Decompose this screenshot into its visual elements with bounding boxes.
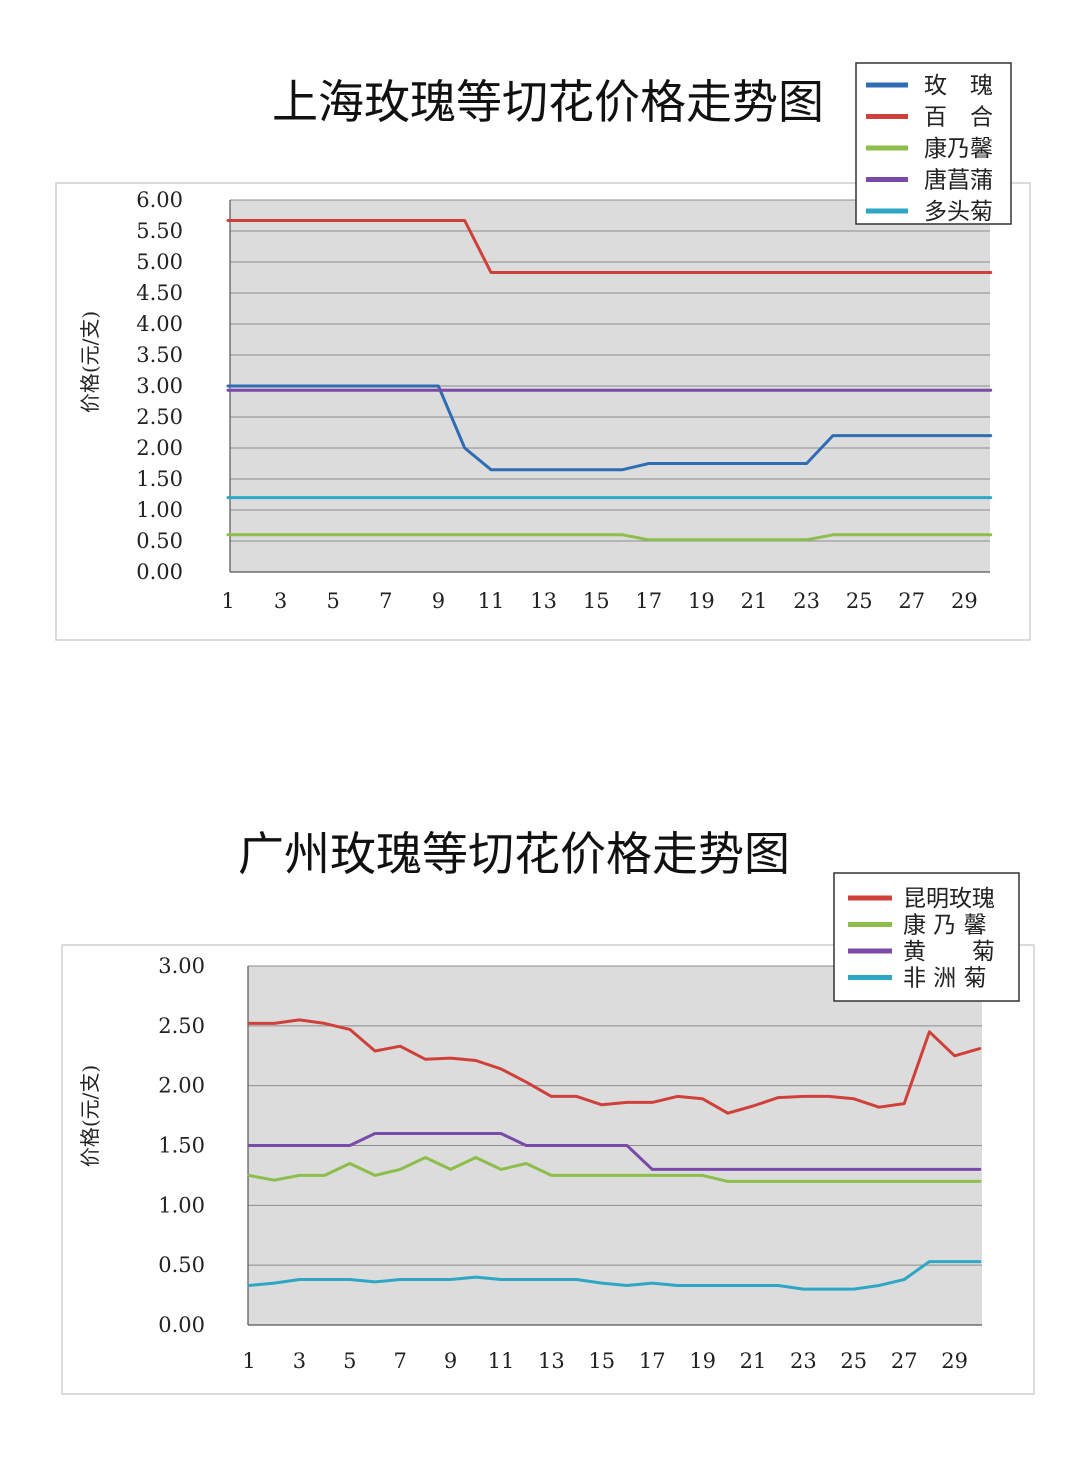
- x-tick-label: 3: [274, 589, 287, 613]
- y-tick-label: 1.00: [158, 1193, 205, 1217]
- y-tick-label: 1.50: [158, 1134, 205, 1158]
- x-tick-label: 21: [741, 589, 768, 613]
- x-tick-label: 13: [530, 589, 557, 613]
- legend-label: 黄 菊: [903, 939, 995, 965]
- series-line: [247, 1260, 982, 1291]
- x-tick-label: 19: [688, 589, 715, 613]
- x-tick-label: 29: [941, 1349, 968, 1373]
- legend-label: 百 合: [924, 105, 993, 131]
- chart-shanghai: 0.00 0.50 1.00 1.50 2.00 2.50 3.00 3.50 4.00 4.50…: [55, 62, 1031, 641]
- y-tick-label: 0.50: [136, 529, 183, 553]
- series-line: [226, 219, 993, 274]
- y-tick-label: 0.00: [136, 560, 183, 584]
- x-tick-label: 1: [221, 589, 234, 613]
- chart-title: 上海玫瑰等切花价格走势图: [272, 75, 824, 129]
- y-tick-label: 5.00: [136, 250, 183, 274]
- y-tick-label: 0.50: [158, 1253, 205, 1277]
- y-tick-label: 3.00: [158, 954, 205, 978]
- y-tick-label: 0.00: [158, 1313, 205, 1337]
- x-tick-label: 11: [488, 1349, 515, 1373]
- x-tick-label: 15: [588, 1349, 615, 1373]
- x-tick-label: 27: [898, 589, 925, 613]
- series-line: [247, 1156, 982, 1183]
- x-tick-label: 5: [343, 1349, 356, 1373]
- y-axis-label: 价格(元/支): [78, 1065, 102, 1167]
- x-tick-label: 5: [327, 589, 340, 613]
- x-tick-label: 9: [432, 589, 445, 613]
- y-tick-label: 6.00: [136, 188, 183, 212]
- x-tick-label: 19: [689, 1349, 716, 1373]
- y-tick-label: 2.50: [136, 405, 183, 429]
- legend-label: 非 洲 菊: [903, 966, 987, 992]
- legend-box: [855, 62, 1012, 225]
- series-line: [247, 1132, 982, 1171]
- series-line: [226, 533, 993, 542]
- x-tick-label: 1: [242, 1349, 255, 1373]
- x-tick-labels: 1 3 5 7 9 11 13 15 17 19 21 23 25 27 29: [221, 589, 977, 613]
- x-tick-label: 23: [793, 589, 820, 613]
- legend-label: 康乃馨: [924, 136, 993, 162]
- x-tick-label: 7: [379, 589, 392, 613]
- y-tick-label: 2.00: [136, 436, 183, 460]
- chart-guangzhou: 0.000.501.001.502.002.503.00 1 3 5 7 9 11 13 15…: [61, 827, 1035, 1395]
- x-tick-label: 25: [840, 1349, 867, 1373]
- x-tick-label: 9: [444, 1349, 457, 1373]
- chart-title: 广州玫瑰等切花价格走势图: [238, 827, 790, 881]
- y-tick-label: 4.50: [136, 281, 183, 305]
- y-tick-label: 5.50: [136, 219, 183, 243]
- legend-label: 多头菊: [924, 199, 993, 225]
- x-tick-label: 7: [394, 1349, 407, 1373]
- legend-label: 康 乃 馨: [903, 913, 987, 939]
- y-tick-label: 4.00: [136, 312, 183, 336]
- y-tick-label: 1.50: [136, 467, 183, 491]
- x-tick-label: 17: [635, 589, 662, 613]
- y-tick-label: 3.50: [136, 343, 183, 367]
- x-tick-label: 13: [538, 1349, 565, 1373]
- y-tick-label: 2.50: [158, 1014, 205, 1038]
- legend-label: 唐菖蒲: [924, 168, 993, 194]
- y-tick-label: 3.00: [136, 374, 183, 398]
- series-lines: [247, 1018, 982, 1291]
- x-tick-label: 3: [293, 1349, 306, 1373]
- x-tick-label: 27: [891, 1349, 918, 1373]
- y-tick-label: 2.00: [158, 1074, 205, 1098]
- y-axis-label: 价格(元/支): [78, 311, 102, 413]
- legend-label: 玫 瑰: [924, 73, 993, 99]
- y-tick-label: 1.00: [136, 498, 183, 522]
- x-tick-label: 23: [790, 1349, 817, 1373]
- y-tick-labels: 0.00 0.50 1.00 1.50 2.00 2.50 3.00: [158, 954, 205, 1337]
- x-tick-label: 25: [846, 589, 873, 613]
- x-tick-labels: 1 3 5 7 9 11 13 15 17 19 21 23 25 27 29: [242, 1349, 968, 1373]
- legend-label: 昆明玫瑰: [903, 886, 995, 912]
- series-lines: [226, 219, 993, 542]
- x-tick-label: 15: [583, 589, 610, 613]
- x-tick-label: 17: [639, 1349, 666, 1373]
- series-line: [247, 1018, 982, 1115]
- y-tick-labels: 0.00 0.50 1.00 1.50 2.00 2.50 3.00 3.50 4.00 4.50…: [136, 188, 183, 584]
- x-tick-label: 29: [951, 589, 978, 613]
- x-tick-label: 11: [478, 589, 505, 613]
- series-line: [226, 384, 993, 472]
- x-tick-label: 21: [740, 1349, 767, 1373]
